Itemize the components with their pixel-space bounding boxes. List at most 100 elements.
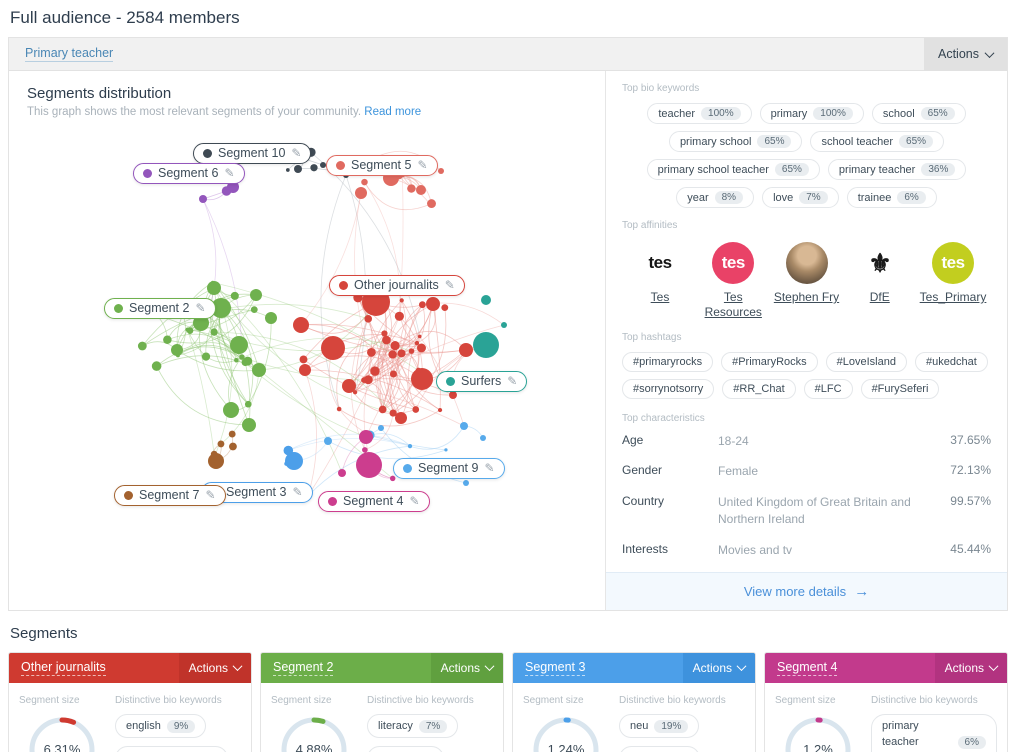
graph-node-segment7[interactable]	[217, 440, 225, 448]
graph-node-other-journalists[interactable]	[389, 409, 397, 417]
graph-node-segment2[interactable]	[265, 312, 277, 324]
graph-node-other-journalists[interactable]	[299, 364, 311, 376]
edit-pencil-icon[interactable]: ✎	[195, 301, 206, 315]
graph-node-other-journalists[interactable]	[352, 390, 358, 395]
graph-node-other-journalists[interactable]	[381, 330, 388, 337]
hashtag-chip[interactable]: #LFC	[803, 379, 853, 399]
graph-node-segment5[interactable]	[416, 185, 426, 195]
graph-node-other-journalists[interactable]	[459, 343, 473, 357]
graph-node-segment4[interactable]	[356, 452, 382, 478]
edit-pencil-icon[interactable]: ✎	[444, 278, 455, 292]
graph-node-segment9[interactable]	[463, 480, 469, 486]
hashtag-chip[interactable]: #RR_Chat	[722, 379, 796, 399]
graph-node-segment3[interactable]	[284, 461, 289, 466]
segment-actions-button[interactable]: Actions	[934, 652, 1007, 683]
graph-node-other-journalists[interactable]	[364, 315, 373, 323]
graph-node-other-journalists[interactable]	[414, 340, 420, 346]
affinity-item[interactable]: tes Tes	[624, 242, 696, 320]
audience-actions-button[interactable]: Actions	[924, 37, 1007, 71]
graph-node-surfers[interactable]	[489, 340, 496, 346]
graph-node-segment5[interactable]	[361, 178, 368, 186]
graph-node-other-journalists[interactable]	[382, 335, 391, 345]
graph-node-segment4[interactable]	[338, 469, 346, 477]
hashtag-chip[interactable]: #primaryrocks	[622, 352, 714, 372]
edit-pencil-icon[interactable]: ✎	[291, 146, 302, 160]
graph-node-segment2[interactable]	[211, 280, 215, 285]
graph-node-segment9[interactable]	[460, 422, 468, 430]
graph-node-other-journalists[interactable]	[399, 351, 403, 356]
graph-node-segment2[interactable]	[230, 291, 239, 300]
segment-keyword-chip[interactable]: neu 19%	[619, 713, 700, 739]
bio-keyword-chip[interactable]: year 8%	[676, 187, 755, 208]
graph-node-segment2[interactable]	[244, 400, 252, 408]
graph-node-segment10[interactable]	[294, 165, 302, 173]
graph-node-other-journalists[interactable]	[293, 317, 309, 333]
graph-node-segment4[interactable]	[362, 447, 368, 453]
segment-label-other-journalists[interactable]: Other journalits ✎	[329, 275, 465, 296]
edit-pencil-icon[interactable]: ✎	[507, 374, 518, 388]
graph-node-segment5[interactable]	[407, 184, 416, 193]
bio-keyword-chip[interactable]: primary 100%	[759, 103, 864, 124]
graph-node-segment3[interactable]	[285, 452, 303, 470]
edit-pencil-icon[interactable]: ✎	[409, 494, 420, 508]
hashtag-chip[interactable]: #LoveIsland	[825, 352, 907, 372]
segment-label-segment5[interactable]: Segment 5 ✎	[326, 155, 438, 176]
graph-node-segment5[interactable]	[355, 187, 367, 199]
graph-node-segment7[interactable]	[208, 453, 224, 469]
graph-node-segment7[interactable]	[229, 442, 237, 451]
graph-node-surfers[interactable]	[481, 295, 491, 305]
graph-node-segment2[interactable]	[201, 352, 211, 361]
graph-node-segment9[interactable]	[324, 437, 332, 445]
graph-node-segment6[interactable]	[199, 195, 207, 203]
graph-node-other-journalists[interactable]	[417, 343, 426, 353]
graph-node-other-journalists[interactable]	[394, 311, 404, 321]
bio-keyword-chip[interactable]: primary school teacher 65%	[646, 159, 820, 180]
graph-node-segment9[interactable]	[378, 425, 384, 431]
graph-node-segment2[interactable]	[163, 335, 172, 345]
segment-label-segment2[interactable]: Segment 2 ✎	[104, 298, 216, 319]
graph-node-other-journalists[interactable]	[412, 406, 420, 413]
segment-card-name[interactable]: Segment 2	[273, 659, 334, 676]
segment-label-segment10[interactable]: Segment 10 ✎	[193, 143, 312, 164]
edit-pencil-icon[interactable]: ✎	[224, 166, 235, 180]
graph-node-segment2[interactable]	[223, 402, 239, 418]
graph-node-other-journalists[interactable]	[336, 406, 342, 412]
graph-node-segment2[interactable]	[185, 327, 190, 332]
view-more-details-button[interactable]: View more details →	[606, 571, 1007, 610]
segment-actions-button[interactable]: Actions	[682, 652, 755, 683]
graph-node-segment2[interactable]	[210, 328, 218, 336]
graph-node-segment4[interactable]	[389, 475, 396, 482]
read-more-link[interactable]: Read more	[364, 106, 422, 118]
segment-card-name[interactable]: Segment 3	[525, 659, 586, 676]
graph-node-segment9[interactable]	[407, 444, 413, 449]
edit-pencil-icon[interactable]: ✎	[205, 488, 216, 502]
graph-node-segment4[interactable]	[359, 430, 373, 444]
hashtag-chip[interactable]: #FurySeferi	[860, 379, 940, 399]
graph-node-segment10[interactable]	[320, 162, 326, 168]
affinity-item[interactable]: Stephen Fry	[771, 242, 843, 320]
graph-node-segment2[interactable]	[207, 281, 221, 295]
edit-pencil-icon[interactable]: ✎	[417, 158, 428, 172]
graph-node-segment2[interactable]	[193, 315, 209, 331]
graph-node-other-journalists[interactable]	[417, 334, 422, 339]
graph-node-segment7[interactable]	[210, 458, 216, 463]
bio-keyword-chip[interactable]: teacher 100%	[647, 103, 752, 124]
graph-node-other-journalists[interactable]	[441, 304, 449, 312]
segment-actions-button[interactable]: Actions	[430, 652, 503, 683]
bio-keyword-chip[interactable]: trainee 6%	[846, 187, 937, 208]
affinity-item[interactable]: tes Tes_Primary	[917, 242, 989, 320]
segment-keyword-chip[interactable]: primary teacher passion 6%	[871, 713, 997, 752]
bio-keyword-chip[interactable]: school teacher 65%	[810, 131, 945, 152]
graph-node-segment2[interactable]	[230, 336, 248, 354]
graph-node-segment10[interactable]	[285, 168, 290, 172]
graph-node-segment5[interactable]	[427, 199, 436, 209]
graph-node-other-journalists[interactable]	[342, 379, 356, 393]
graph-node-segment4[interactable]	[366, 456, 374, 463]
graph-node-segment2[interactable]	[222, 304, 231, 313]
graph-node-segment2[interactable]	[171, 344, 183, 356]
segment-keyword-chip[interactable]: literacy 7%	[367, 713, 459, 739]
graph-node-other-journalists[interactable]	[389, 370, 397, 378]
segment-actions-button[interactable]: Actions	[178, 652, 251, 683]
bio-keyword-chip[interactable]: primary teacher 36%	[827, 159, 967, 180]
graph-node-other-journalists[interactable]	[437, 407, 443, 413]
